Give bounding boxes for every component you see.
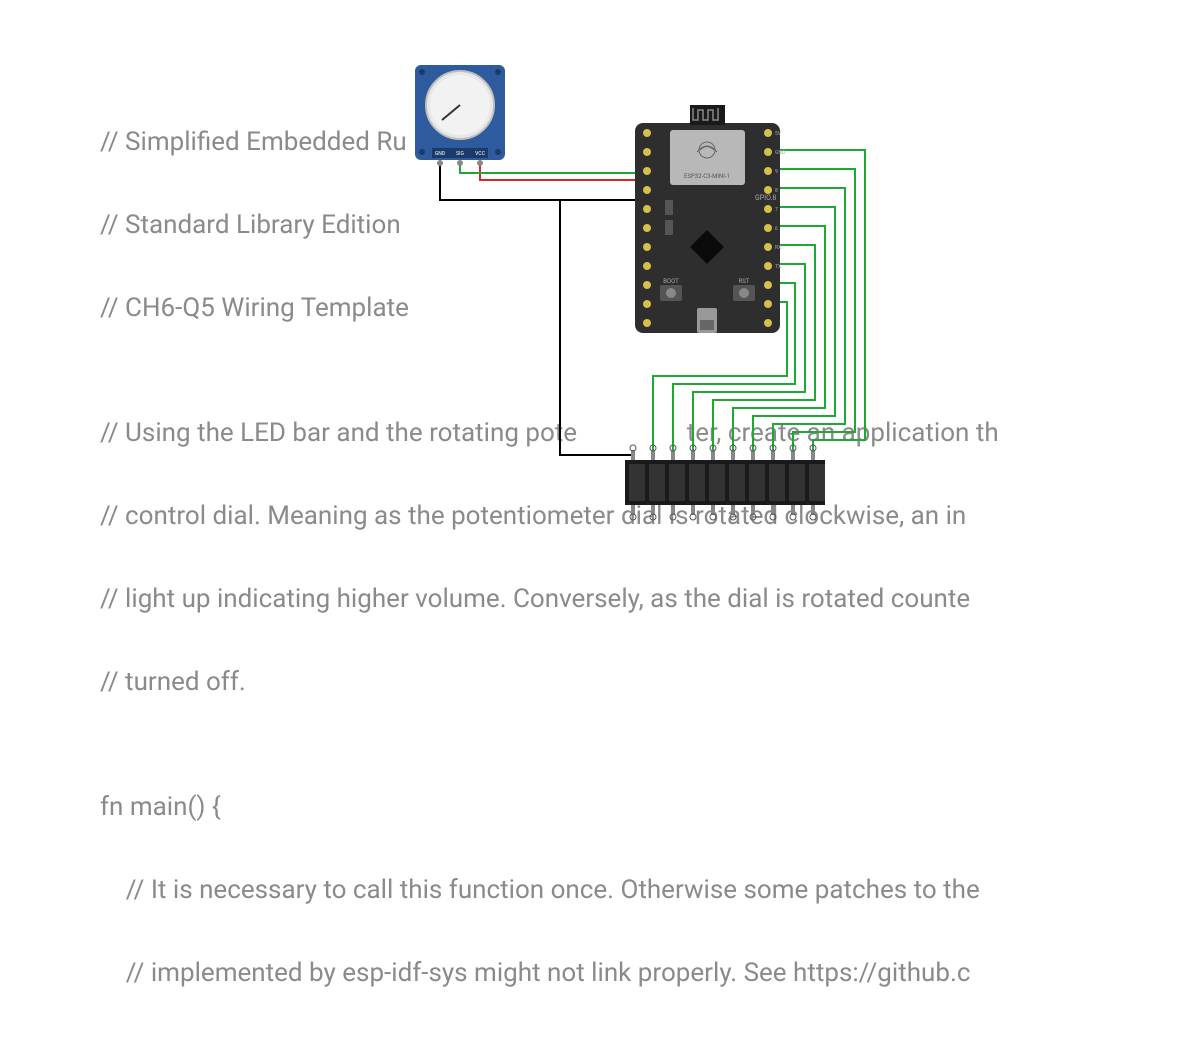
code-line: // It is necessary to call this function… [100, 870, 1100, 912]
code-background: // Simplified Embedded Ru // Standard Li… [0, 0, 1200, 630]
code-line: // Standard Library Edition [100, 205, 1100, 247]
code-line: // Simplified Embedded Ru [100, 122, 1100, 164]
code-line: // implemented by esp-idf-sys might not … [100, 953, 1100, 995]
code-line: // control dial. Meaning as the potentio… [100, 496, 1100, 538]
code-line: // light up indicating higher volume. Co… [100, 579, 1100, 621]
code-line: // CH6-Q5 Wiring Template [100, 288, 1100, 330]
code-line: // turned off. [100, 662, 1100, 704]
code-line: fn main() { [100, 787, 1100, 829]
code-line: // Using the LED bar and the rotating po… [100, 413, 1100, 455]
